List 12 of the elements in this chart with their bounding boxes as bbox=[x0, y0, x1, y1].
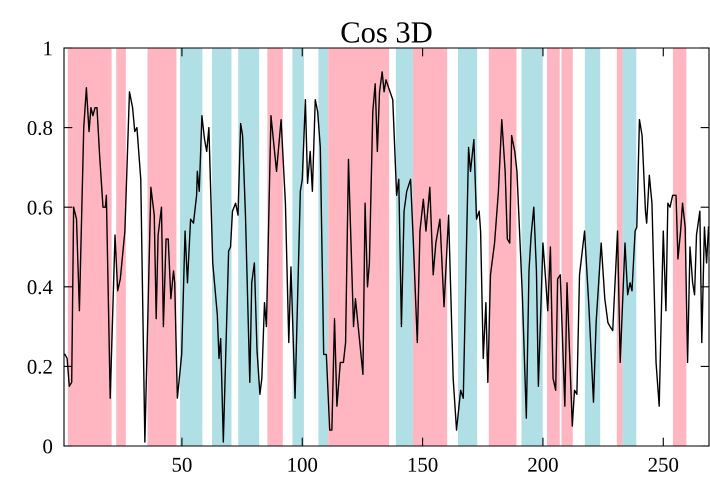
x-tick-label: 150 bbox=[408, 458, 438, 472]
x-tick-label: 100 bbox=[288, 458, 318, 472]
x-tick-label: 250 bbox=[648, 458, 678, 472]
y-tick-label: 0.4 bbox=[28, 280, 53, 294]
y-tick-label: 0.2 bbox=[28, 360, 52, 374]
y-tick-label: 0.8 bbox=[28, 120, 52, 136]
y-tick-label: 0.6 bbox=[28, 200, 52, 215]
x-tick-label: 200 bbox=[528, 458, 558, 472]
y-tick-label: 1 bbox=[44, 41, 52, 56]
x-tick-label: 50 bbox=[172, 458, 192, 472]
chart-title: Cos 3D bbox=[341, 22, 432, 43]
y-tick-label: 0 bbox=[43, 439, 52, 454]
